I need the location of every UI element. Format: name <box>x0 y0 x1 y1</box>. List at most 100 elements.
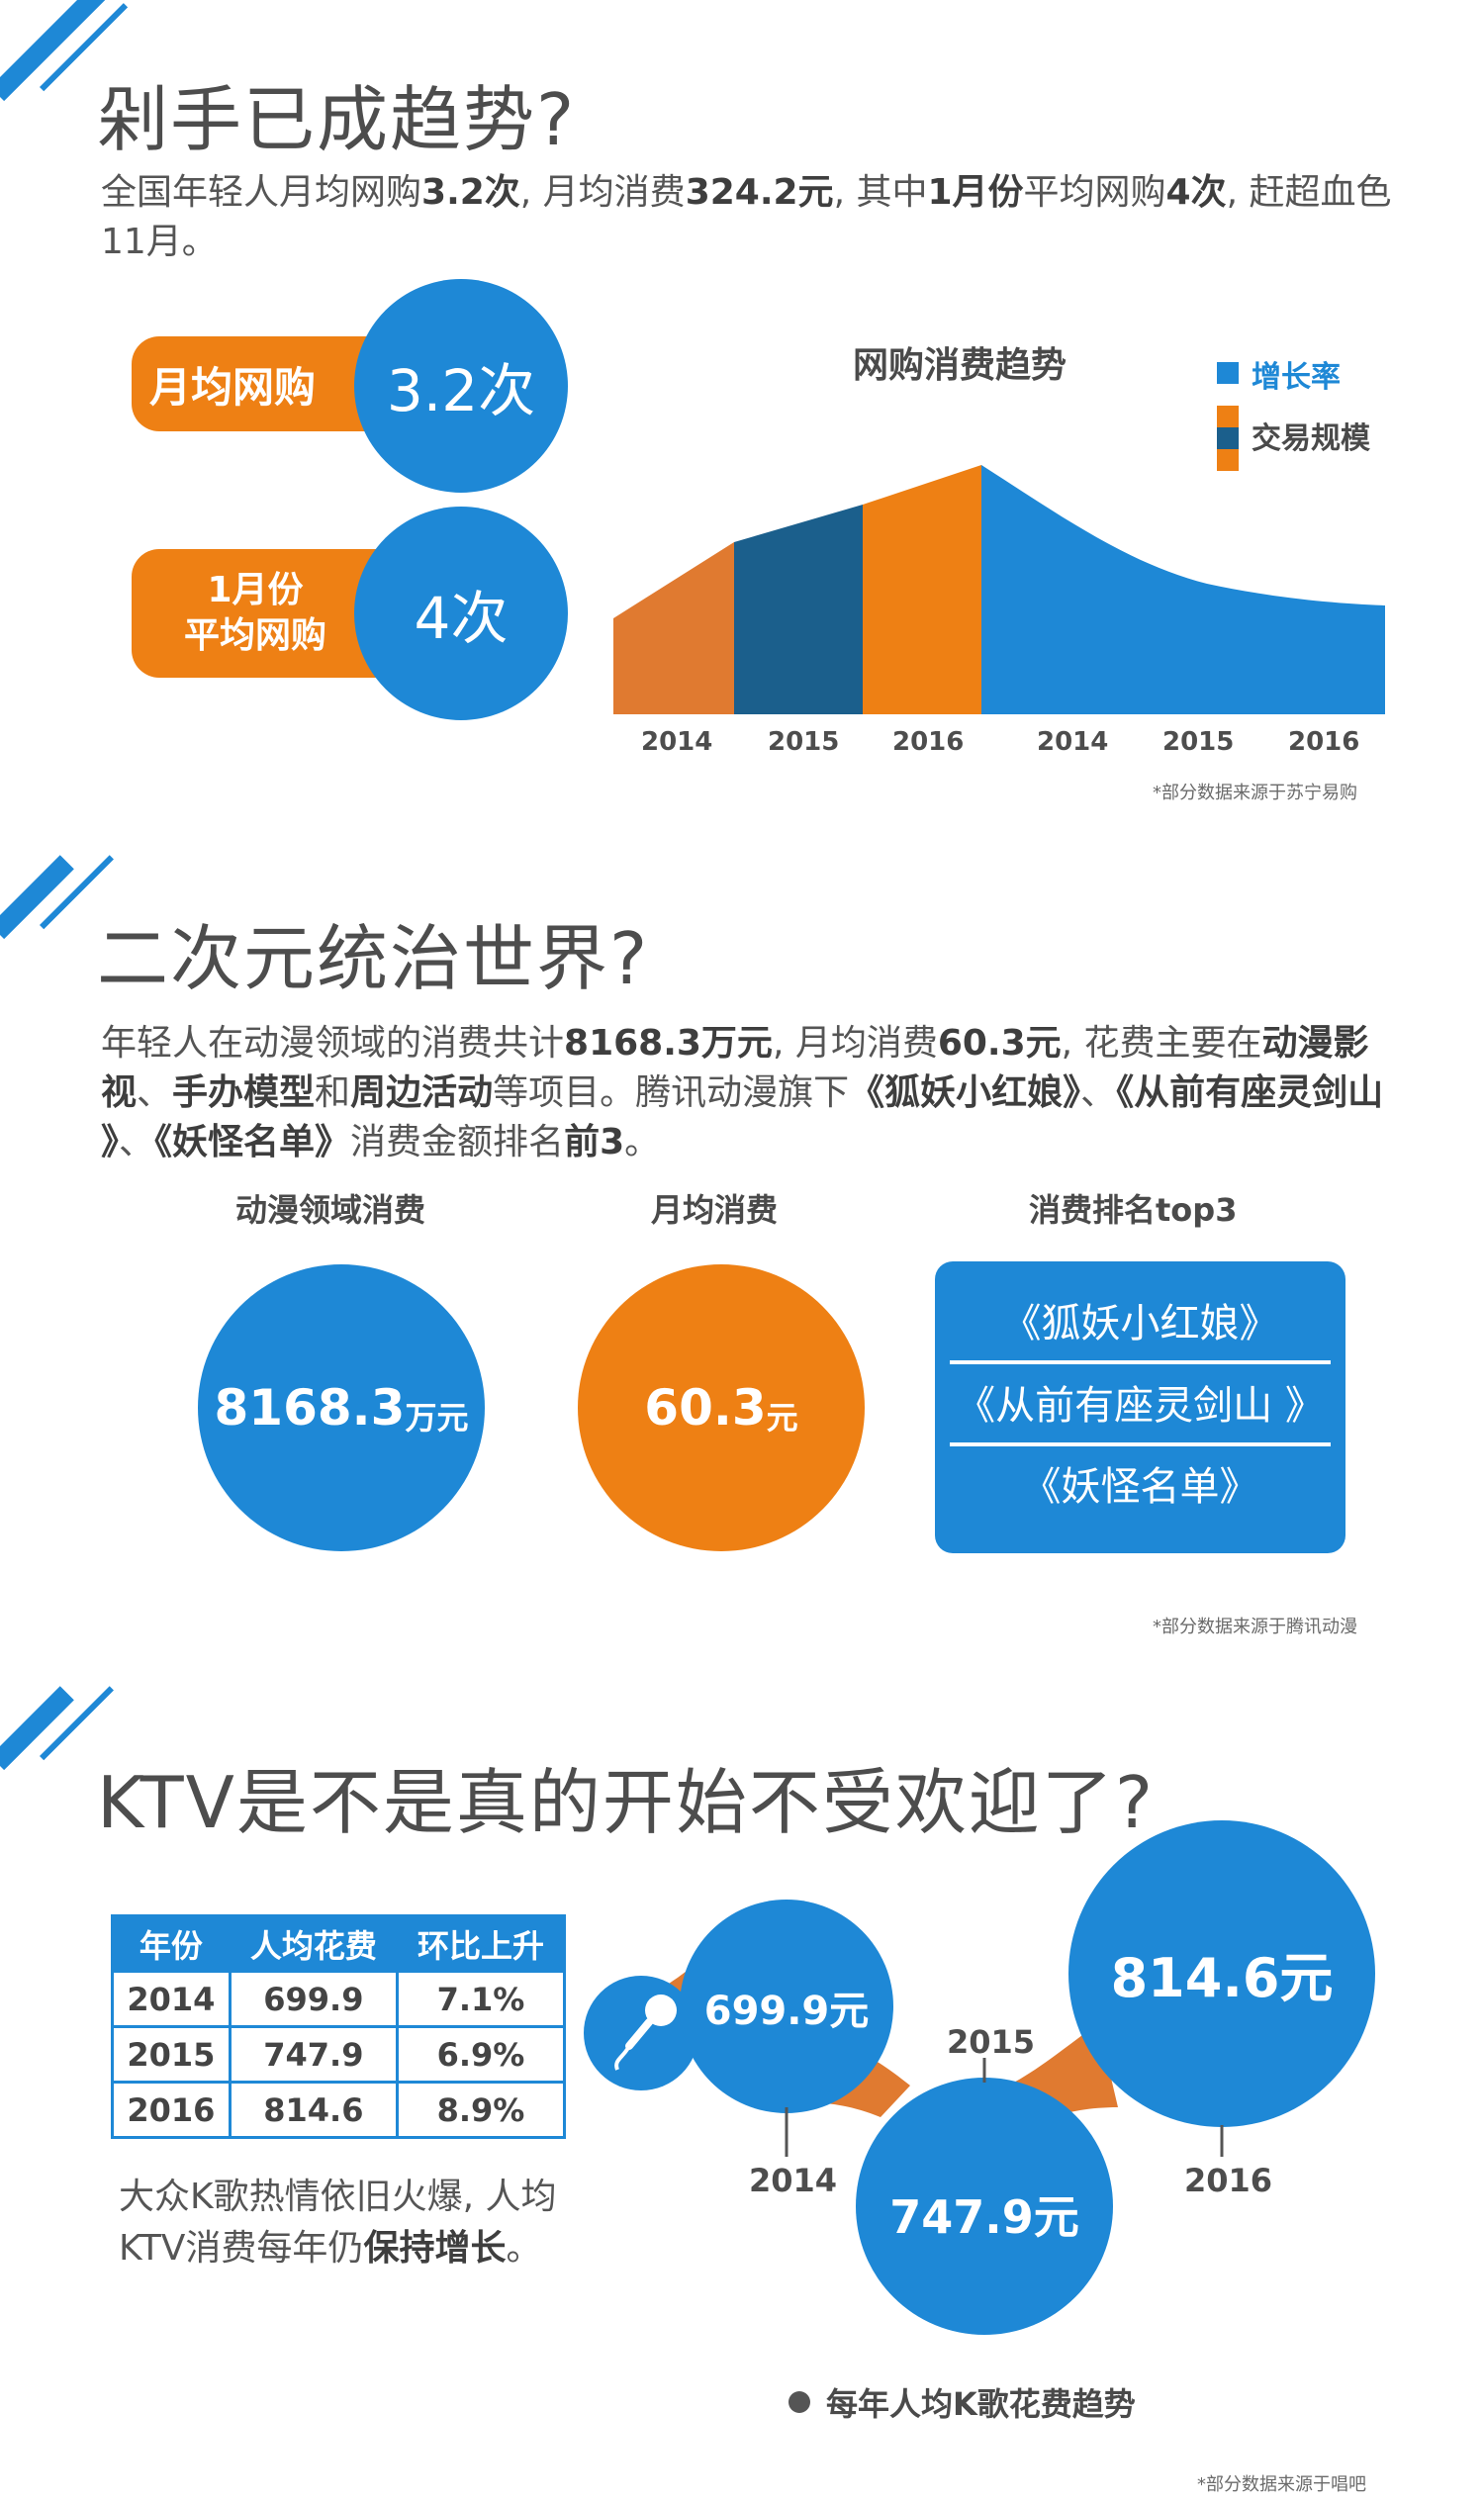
table-cell: 814.6 <box>228 2081 399 2139</box>
bubble-2014-value: 699.9元 <box>703 1989 870 2034</box>
paragraph-segment: 等项目。腾讯动漫旗下 <box>493 1072 850 1113</box>
trend-chart <box>613 465 1385 714</box>
col2-label: 月均消费 <box>651 1191 779 1229</box>
top3-item-2: 《从前有座灵剑山 》 <box>956 1383 1325 1429</box>
section3-note: 大众K歌热情依旧火爆, 人均KTV消费每年仍保持增长。 <box>119 2172 584 2274</box>
paragraph-segment: , 月均消费 <box>519 172 686 213</box>
legend-scale-label: 交易规模 <box>1252 421 1370 456</box>
anime-total-value: 8168.3 <box>214 1379 406 1437</box>
section1-source: *部分数据来源于苏宁易购 <box>1153 783 1357 803</box>
chart-title: 网购消费趋势 <box>853 345 1067 386</box>
paragraph-segment: , 月均消费 <box>772 1023 938 1064</box>
corner-stripe-1 <box>0 0 110 102</box>
table-cell: 2015 <box>111 2025 232 2084</box>
growth-year-2016: 2016 <box>1288 727 1360 757</box>
bubble-2016-circle <box>1068 1820 1375 2127</box>
section1-title: 剁手已成趋势? <box>97 78 577 161</box>
table-row: 2014 699.9 7.1% <box>111 1970 567 2028</box>
legend-scale-swatch-bot <box>1217 449 1239 471</box>
stat2-value: 4次 <box>414 585 509 652</box>
ktv-table: 年份 人均花费 环比上升 2014 699.9 7.1% 2015 747.9 6.9% 201… <box>111 1914 567 2139</box>
paragraph-segment: 4次 <box>1165 172 1227 213</box>
paragraph-segment: 周边活动 <box>350 1072 494 1113</box>
stat1-label: 月均网购 <box>149 362 317 412</box>
paragraph-segment: , 其中 <box>833 172 928 213</box>
paragraph-segment: 全国年轻人月均网购 <box>101 172 422 213</box>
paragraph-segment: 大众K歌热情依旧火爆, 人均KTV消费每年仍 <box>119 2177 557 2269</box>
section1-paragraph: 全国年轻人月均网购3.2次, 月均消费324.2元, 其中1月份平均网购4次, … <box>101 168 1407 267</box>
paragraph-segment: 60.3元 <box>937 1023 1062 1064</box>
section2-title: 二次元统治世界? <box>97 917 650 1000</box>
paragraph-segment: 动漫影视 <box>101 1023 1369 1113</box>
top3-divider-2 <box>950 1442 1331 1446</box>
paragraph-segment: 。 <box>506 2228 542 2269</box>
table-cell: 8.9% <box>395 2081 567 2139</box>
legend-scale-swatch-top <box>1217 406 1239 427</box>
stat2-circle: 4次 <box>354 507 568 720</box>
stat2-label-line1: 1月份 <box>207 570 304 610</box>
paragraph-segment: 《从前有座灵剑山 》 <box>101 1072 1384 1162</box>
stat1-label-pill: 月均网购 <box>132 336 379 431</box>
caption-dot <box>788 2391 810 2413</box>
legend-growth-swatch <box>1217 362 1239 384</box>
paragraph-segment: 8168.3万元 <box>564 1023 773 1064</box>
table-cell: 2016 <box>111 2081 232 2139</box>
legend-scale-swatch-mid <box>1217 427 1239 449</box>
anime-monthly-unit: 元 <box>766 1399 798 1437</box>
table-header-cell: 环比上升 <box>395 1914 567 1973</box>
table-cell: 699.9 <box>228 1970 399 2028</box>
paragraph-segment: 手办模型 <box>172 1072 316 1113</box>
bubble-year-2014: 2014 <box>749 2162 838 2199</box>
bubble-2016-value: 814.6元 <box>1110 1947 1334 2009</box>
col1-label: 动漫领域消费 <box>235 1191 426 1229</box>
paragraph-segment: 《狐妖小红娘》 <box>849 1072 1081 1113</box>
paragraph-segment: 、 <box>1080 1072 1117 1113</box>
table-cell: 7.1% <box>395 1970 567 2028</box>
col3-label: 消费排名top3 <box>1029 1191 1238 1229</box>
paragraph-segment: 和 <box>315 1072 351 1113</box>
bubble-year-2015: 2015 <box>947 2023 1036 2061</box>
paragraph-segment: 平均网购 <box>1023 172 1166 213</box>
stat1-value: 3.2次 <box>386 357 536 424</box>
paragraph-segment: 、 <box>137 1072 173 1113</box>
stat2-label-pill: 1月份 平均网购 <box>132 549 379 678</box>
top3-divider-1 <box>950 1360 1331 1364</box>
paragraph-segment: 1月份 <box>927 172 1024 213</box>
table-cell: 747.9 <box>228 2025 399 2084</box>
bubble-year-2016: 2016 <box>1184 2162 1273 2199</box>
top3-item-3: 《妖怪名单》 <box>1021 1464 1259 1510</box>
microphone-icon <box>614 1995 677 2071</box>
anime-total-unit: 万元 <box>405 1399 469 1437</box>
legend-growth-label: 增长率 <box>1252 360 1341 395</box>
paragraph-segment: 、 <box>119 1122 155 1162</box>
stat2-label-line2: 平均网购 <box>183 615 326 656</box>
bubble-2015-value: 747.9元 <box>889 2190 1079 2244</box>
table-cell: 2014 <box>111 1970 232 2028</box>
ktv-bubble-chart <box>584 1820 1375 2335</box>
scale-year-2016: 2016 <box>892 727 965 757</box>
scale-year-2015: 2015 <box>768 727 840 757</box>
paragraph-segment: 《妖怪名单》 <box>154 1122 351 1162</box>
table-header-cell: 年份 <box>111 1914 232 1973</box>
growth-year-2015: 2015 <box>1162 727 1235 757</box>
table-cell: 6.9% <box>395 2025 567 2084</box>
paragraph-segment: 。 <box>624 1122 661 1162</box>
paragraph-segment: 324.2元 <box>685 172 834 213</box>
table-row: 2016 814.6 8.9% <box>111 2081 567 2139</box>
scale-area-2014 <box>613 542 734 714</box>
growth-year-2014: 2014 <box>1037 727 1109 757</box>
bubble-2014-circle <box>680 1900 893 2113</box>
table-row: 2015 747.9 6.9% <box>111 2025 567 2084</box>
paragraph-segment: , 花费主要在 <box>1061 1023 1262 1064</box>
section2-paragraph: 年轻人在动漫领域的消费共计8168.3万元, 月均消费60.3元, 花费主要在动… <box>101 1019 1407 1167</box>
scale-area-2016 <box>863 465 981 714</box>
top3-box: 《狐妖小红娘》 《从前有座灵剑山 》 《妖怪名单》 <box>935 1261 1345 1553</box>
stat1-circle: 3.2次 <box>354 279 568 493</box>
anime-total-circle: 8168.3 万元 <box>198 1264 485 1551</box>
corner-stripe-5 <box>0 1686 74 1771</box>
section2-source: *部分数据来源于腾讯动漫 <box>1153 1617 1357 1637</box>
top3-item-1: 《狐妖小红娘》 <box>1001 1301 1279 1346</box>
paragraph-segment: 3.2次 <box>421 172 520 213</box>
anime-monthly-circle: 60.3 元 <box>578 1264 865 1551</box>
paragraph-segment: 保持增长 <box>363 2228 507 2269</box>
